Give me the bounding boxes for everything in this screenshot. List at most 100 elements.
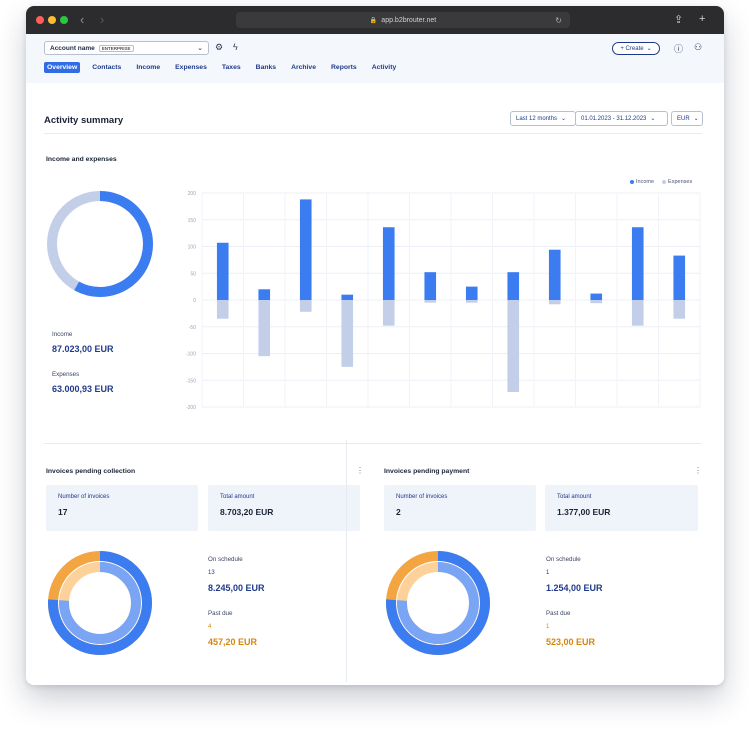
y-tick-label: -100 <box>186 352 196 358</box>
date-range-select[interactable]: 01.01.2023 - 31.12.2023 ⌄ <box>575 111 668 126</box>
expenses-bar <box>258 300 271 357</box>
expenses-bar <box>216 300 229 319</box>
past-due-label: Past due <box>208 610 233 617</box>
currency-label: EUR <box>677 115 690 122</box>
account-name: Account name <box>50 44 95 52</box>
on-schedule-arc <box>386 551 490 655</box>
zoom-window-button[interactable] <box>60 16 68 24</box>
browser-window: ‹ › 🔒 app.b2brouter.net ↻ ⇪ + Account na… <box>26 6 724 685</box>
payment-count-card: Number of invoices 2 <box>384 485 536 531</box>
y-tick-label: 200 <box>188 191 197 197</box>
collection-title: Invoices pending collection <box>46 468 136 475</box>
date-range-label: 01.01.2023 - 31.12.2023 <box>581 115 647 122</box>
tab-taxes[interactable]: Taxes <box>221 64 241 71</box>
account-selector[interactable]: Account name ENTERPRISE ⌄ <box>44 41 209 55</box>
create-button[interactable]: + Create ⌄ <box>612 42 660 55</box>
income-bar <box>299 199 312 300</box>
divider <box>44 133 702 134</box>
help-icon[interactable]: ⓘ <box>674 44 684 54</box>
num-invoices-label: Number of invoices <box>396 494 448 500</box>
on-schedule-inner-arc <box>397 562 479 644</box>
chevron-down-icon: ⌄ <box>197 45 203 52</box>
on-schedule-inner-arc <box>59 562 141 644</box>
url-text: app.b2brouter.net <box>381 16 437 24</box>
expenses-bar <box>673 300 686 319</box>
back-arrow-icon[interactable]: ‹ <box>80 12 85 27</box>
new-tab-icon[interactable]: + <box>699 13 706 25</box>
y-tick-label: -200 <box>186 405 196 411</box>
main-tabs: Overview Contacts Income Expenses Taxes … <box>44 62 399 73</box>
total-amount-value: 1.377,00 EUR <box>557 507 611 517</box>
tab-archive[interactable]: Archive <box>291 64 316 71</box>
chevron-down-icon: ⌄ <box>646 46 652 52</box>
lightning-icon[interactable]: ϟ <box>233 42 238 52</box>
legend-income: Income <box>630 179 654 185</box>
past-due-label: Past due <box>546 610 571 617</box>
panel-divider <box>346 440 347 682</box>
on-schedule-arc <box>48 551 152 655</box>
tab-income[interactable]: Income <box>136 64 161 71</box>
on-schedule-value: 1.254,00 EUR <box>546 583 603 593</box>
income-bar <box>424 272 437 300</box>
app-header: Account name ENTERPRISE ⌄ ⚙ ϟ + Create ⌄… <box>26 34 724 83</box>
expenses-bar <box>507 300 520 393</box>
forward-arrow-icon[interactable]: › <box>100 12 105 27</box>
past-due-value: 457,20 EUR <box>208 637 258 647</box>
reload-icon[interactable]: ↻ <box>555 15 562 25</box>
tab-overview[interactable]: Overview <box>44 62 81 73</box>
on-schedule-label: On schedule <box>208 556 243 563</box>
y-tick-label: 150 <box>188 218 197 224</box>
expenses-bar <box>548 300 561 305</box>
tab-contacts[interactable]: Contacts <box>92 64 122 71</box>
collection-count-card: Number of invoices 17 <box>46 485 198 531</box>
income-bar <box>258 289 271 300</box>
period-label: Last 12 months <box>516 115 558 122</box>
expenses-value: 63.000,93 EUR <box>52 384 114 394</box>
y-tick-label: 50 <box>190 271 196 277</box>
on-schedule-count: 13 <box>208 570 215 576</box>
minimize-window-button[interactable] <box>48 16 56 24</box>
close-window-button[interactable] <box>36 16 44 24</box>
url-bar[interactable]: 🔒 app.b2brouter.net ↻ <box>236 12 570 28</box>
expenses-bar <box>631 300 644 326</box>
income-bar <box>341 294 354 300</box>
tab-activity[interactable]: Activity <box>371 64 397 71</box>
income-bar <box>216 242 229 300</box>
expenses-bar <box>341 300 354 367</box>
income-bar <box>465 286 478 300</box>
payment-donut <box>386 551 490 655</box>
page-title: Activity summary <box>44 115 124 126</box>
expenses-bar <box>590 300 603 304</box>
chevron-down-icon: ⌄ <box>650 116 656 122</box>
income-bar <box>507 272 520 300</box>
total-amount-label: Total amount <box>557 494 592 500</box>
past-due-count: 4 <box>208 624 212 630</box>
on-schedule-value: 8.245,00 EUR <box>208 583 265 593</box>
income-bar <box>590 293 603 300</box>
expenses-bar <box>382 300 395 326</box>
share-icon[interactable]: ⇪ <box>674 14 684 26</box>
income-expenses-bar-chart: 200 150 100 50 0 -50 -100 -150 -200 <box>186 191 701 411</box>
divider <box>44 443 702 444</box>
income-label: Income <box>52 331 73 338</box>
currency-select[interactable]: EUR ⌄ <box>671 111 703 126</box>
collection-total-card: Total amount 8.703,20 EUR <box>208 485 360 531</box>
y-tick-label: -50 <box>189 325 196 331</box>
payment-total-card: Total amount 1.377,00 EUR <box>545 485 698 531</box>
user-icon[interactable]: ⚇ <box>694 42 703 52</box>
collection-donut <box>48 551 152 655</box>
kebab-menu-icon[interactable]: ⋮ <box>356 466 364 475</box>
expenses-label: Expenses <box>52 371 80 378</box>
chart-legend: Income Expenses <box>630 179 692 185</box>
tab-reports[interactable]: Reports <box>331 64 357 71</box>
chevron-down-icon: ⌄ <box>693 116 699 122</box>
income-bar <box>673 255 686 300</box>
y-tick-label: 100 <box>188 245 197 251</box>
tab-expenses[interactable]: Expenses <box>175 64 207 71</box>
on-schedule-count: 1 <box>546 570 550 576</box>
tab-banks[interactable]: Banks <box>255 64 277 71</box>
income-bar <box>548 249 561 300</box>
gear-icon[interactable]: ⚙ <box>215 42 224 52</box>
period-select[interactable]: Last 12 months ⌄ <box>510 111 576 126</box>
kebab-menu-icon[interactable]: ⋮ <box>694 466 702 475</box>
